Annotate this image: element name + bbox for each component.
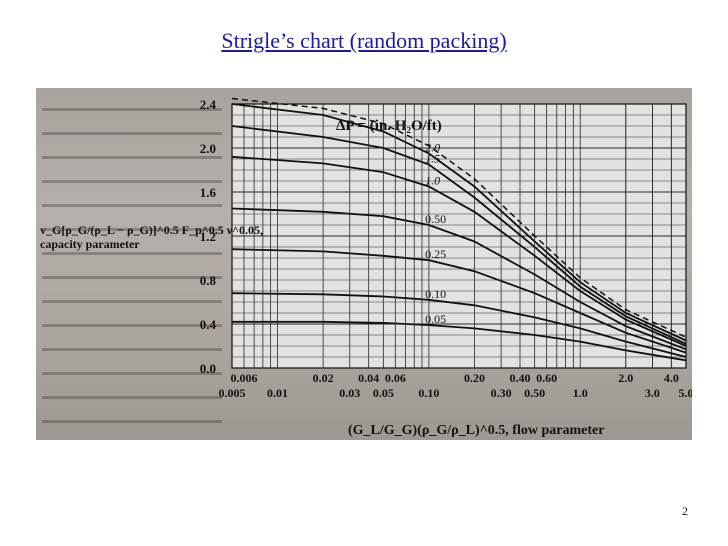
series-label-0.10: 0.10 <box>425 287 446 301</box>
y-tick-label: 1.2 <box>200 229 216 244</box>
bg-text-line <box>42 324 222 327</box>
bg-text-line <box>42 420 222 423</box>
series-label-0.50: 0.50 <box>425 212 446 226</box>
series-label-1.5: 1.5 <box>425 152 440 166</box>
series-line-1.0 <box>231 155 687 347</box>
flood-line <box>231 97 687 338</box>
x-tick-label: 0.006 <box>230 371 257 385</box>
x-tick-label: 0.06 <box>385 371 406 385</box>
plot-frame <box>231 103 687 369</box>
x-tick-label: 0.005 <box>219 386 246 400</box>
chart-labels: 2.01.5 1.0 0.50 0.25 0.10 0.05 <box>425 141 446 327</box>
series-label-0.25: 0.25 <box>425 247 446 261</box>
series-line-0.10 <box>231 292 687 358</box>
series-line-0.25 <box>231 248 687 354</box>
x-tick-label: 0.60 <box>536 371 557 385</box>
y-tick-label: 1.6 <box>200 185 217 200</box>
x-tick-label: 4.0 <box>664 371 679 385</box>
x-tick-label: 0.05 <box>373 386 394 400</box>
slide-title: Strigle’s chart (random packing) <box>221 28 507 53</box>
bg-text-line <box>42 108 222 111</box>
bg-text-line <box>42 204 222 207</box>
series-label-1.0: 1.0 <box>425 174 440 188</box>
y-axis-label-line-2: capacity parameter <box>40 237 140 251</box>
x-tick-label: 5.0 <box>679 386 693 400</box>
y-tick-label: 2.0 <box>200 141 216 156</box>
x-tick-label: 0.50 <box>524 386 545 400</box>
x-axis: 0.006 0.02 0.04 0.06 0.20 0.40 0.60 2.0 4.0 0.005… <box>219 371 693 400</box>
page-number: 2 <box>682 504 688 518</box>
series-line-0.50 <box>231 207 687 351</box>
series-line-2.0 <box>231 103 687 342</box>
x-tick-label: 0.01 <box>267 386 288 400</box>
chart-photo: 2.0 1.5 1.0 0.50 0.25 0.10 0.05 0.0 0.4 0.8 1.2 1.… <box>36 88 692 440</box>
y-tick-label: 2.4 <box>200 97 217 112</box>
y-axis-label-line-1: v_G[ρ_G/(ρ_L − ρ_G)]^0.5 F_p^0.5 ν^0.05, <box>40 223 263 237</box>
x-tick-label: 0.30 <box>491 386 512 400</box>
x-tick-label: 3.0 <box>645 386 660 400</box>
bg-text-line <box>42 372 222 375</box>
background-page-text-decoration <box>42 108 222 423</box>
chart-series <box>231 97 687 362</box>
bg-text-line <box>42 132 222 135</box>
x-tick-label: 0.20 <box>464 371 485 385</box>
series-line-0.05 <box>232 320 687 362</box>
x-tick-label: 0.02 <box>313 371 334 385</box>
y-tick-label: 0.8 <box>200 273 217 288</box>
bg-text-line <box>42 276 222 279</box>
bg-text-line <box>42 180 222 183</box>
bg-text-line <box>42 252 222 255</box>
bg-text-line <box>42 228 222 231</box>
x-tick-label: 2.0 <box>618 371 633 385</box>
strigle-chart: 2.01.51.00.500.250.100.05 0.00.40.81.21.… <box>40 97 693 438</box>
x-tick-label: 0.10 <box>418 386 439 400</box>
x-tick-label: 1.0 <box>573 386 588 400</box>
y-tick-label: 0.0 <box>200 361 216 376</box>
bg-text-line <box>42 300 222 303</box>
x-tick-label: 0.03 <box>339 386 360 400</box>
series-label-0.05: 0.05 <box>425 312 446 326</box>
chart-title: ΔP = (in. H₂O/ft) <box>336 118 442 134</box>
x-axis-label: (G_L/G_G)(ρ_G/ρ_L)^0.5, flow parameter <box>348 423 604 438</box>
series-line-1.5 <box>231 125 687 345</box>
y-tick-label: 0.4 <box>200 317 217 332</box>
bg-text-line <box>42 396 222 399</box>
bg-text-line <box>42 348 222 351</box>
y-axis: 0.0 0.4 0.8 1.2 1.6 2.0 2.4 <box>200 97 217 376</box>
series-label-2.0: 2.0 <box>425 141 440 155</box>
x-tick-label: 0.04 <box>358 371 379 385</box>
bg-text-line <box>42 156 222 159</box>
x-tick-label: 0.40 <box>510 371 531 385</box>
